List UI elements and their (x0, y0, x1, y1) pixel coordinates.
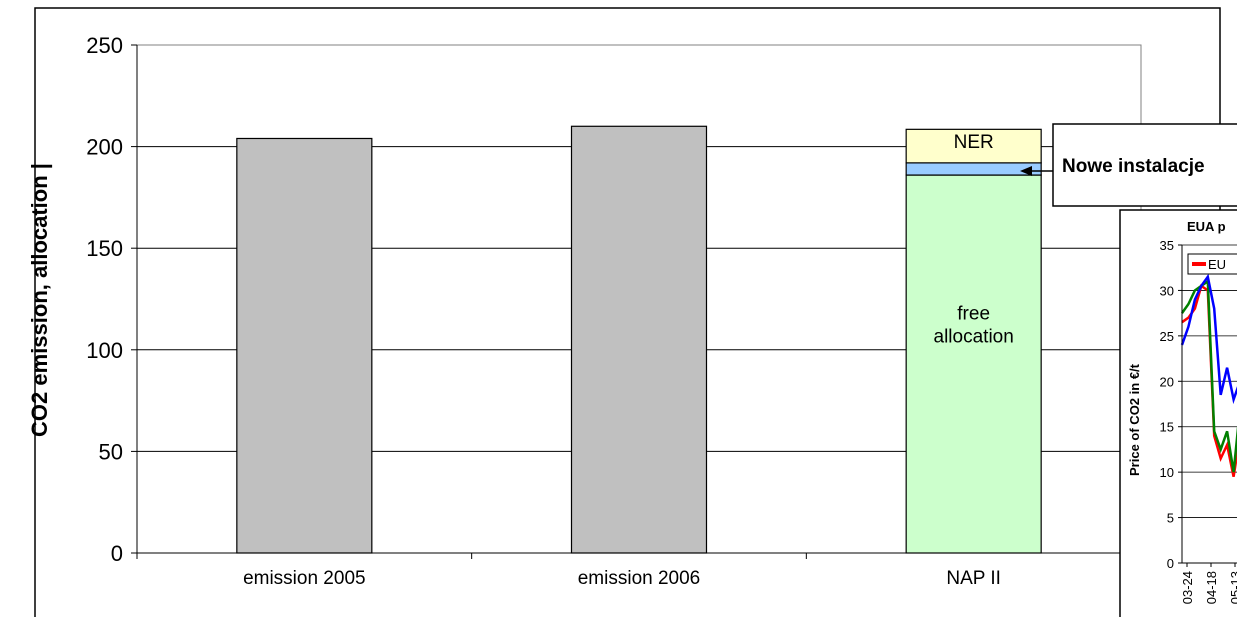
y-tick-label: 0 (111, 541, 123, 566)
inset-y-tick-label: 35 (1160, 238, 1174, 253)
inset-x-tick-label: 03-24 (1180, 571, 1195, 604)
inset-y-axis-label: Price of CO2 in €/t (1127, 363, 1142, 476)
inset-title: EUA p (1187, 219, 1226, 234)
inset-legend: EU (1187, 253, 1237, 275)
x-tick-label: emission 2006 (578, 568, 701, 589)
y-tick-label: 150 (86, 236, 123, 261)
inset-y-tick-label: 20 (1160, 374, 1174, 389)
inset-y-tick-label: 0 (1167, 556, 1174, 571)
bar-segment (905, 174, 1042, 554)
inset-x-tick-label: 05-13 (1228, 571, 1237, 604)
y-tick-label: 250 (86, 33, 123, 58)
inset-chart: EUA p Price of CO2 in €/t 0 5 10 15 20 25 30 35… (1119, 209, 1237, 617)
inset-series-line (1180, 273, 1237, 405)
bar-segment (570, 125, 708, 554)
bar-segment (905, 128, 1042, 164)
inset-y-tick-label: 25 (1160, 329, 1174, 344)
callout-label: Nowe instalacje (1062, 156, 1205, 177)
bar-segment-label: NER (954, 132, 994, 153)
inset-x-tick-label: 04-18 (1204, 571, 1219, 604)
x-tick-label: emission 2005 (243, 568, 366, 589)
y-axis-label: CO2 emission, allocation | (27, 163, 52, 437)
inset-y-tick-label: 30 (1160, 283, 1174, 298)
bar-segment-label: free (957, 303, 990, 324)
y-tick-label: 100 (86, 338, 123, 363)
y-tick-label: 200 (86, 135, 123, 160)
inset-y-tick-label: 5 (1167, 511, 1174, 526)
inset-series-line (1180, 278, 1237, 473)
bar-segment-label: allocation (934, 326, 1014, 347)
callout-arrow (1020, 166, 1053, 176)
callout-box: Nowe instalacje (1052, 123, 1237, 207)
y-tick-label: 50 (99, 439, 123, 464)
bar-segment (905, 162, 1042, 176)
inset-legend-text: EU (1208, 257, 1226, 272)
x-tick-label: NAP II (946, 568, 1001, 589)
bar-segment (236, 137, 373, 554)
inset-y-tick-label: 10 (1160, 465, 1174, 480)
inset-y-tick-label: 15 (1160, 420, 1174, 435)
